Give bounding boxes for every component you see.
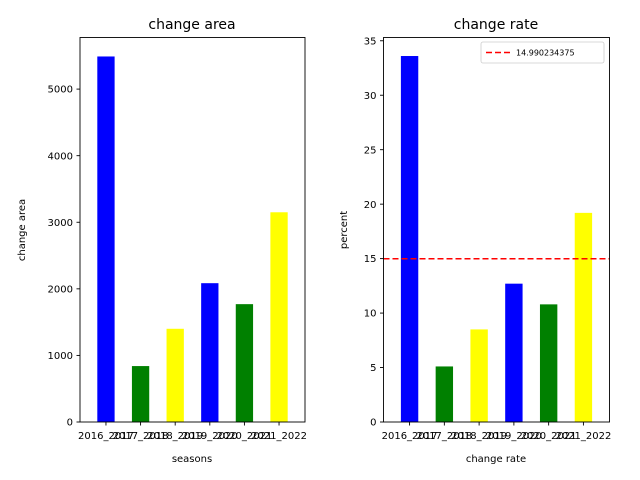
y-tick-label: 20 [364,200,377,211]
axes-frame [383,37,610,423]
y-tick-label: 5 [370,363,376,374]
y-tick-label: 30 [364,91,377,102]
y-tick-label: 0 [370,418,376,429]
y-tick-label: 1000 [48,351,73,362]
x-tick-label: 2021_2022 [555,431,611,442]
y-tick-label: 25 [364,145,377,156]
y-ticks: 0 1000 2000 3000 4000 5000 [48,85,80,429]
legend: 14.990234375 [480,41,605,64]
chart-title: change area [148,17,235,33]
x-tick-label: 2019_2020 [486,431,542,442]
bar-2019_2020 [505,283,523,422]
y-tick-label: 10 [364,309,377,320]
x-ticks: 2016_20172017_20182018_20192019_20202020… [78,422,307,442]
x-tick-label: 2018_2019 [451,431,507,442]
bar-2016_2017 [400,56,419,422]
x-tick-label: 2016_2017 [382,431,438,442]
x-axis-label: change rate [466,454,526,465]
bar-2020_2021 [235,304,254,422]
legend-box [480,41,605,64]
legend-label: 14.990234375 [516,49,575,58]
bar-group [97,56,288,423]
bar-2016_2017 [97,56,115,423]
x-axis-label: seasons [172,454,212,465]
x-tick-label: 2021_2022 [251,431,307,442]
bar-2021_2022 [574,212,593,422]
y-tick-label: 0 [67,418,73,429]
y-tick-label: 15 [364,254,377,265]
x-tick-label: 2017_2018 [416,431,472,442]
x-ticks: 2016_20172017_20182018_20192019_20202020… [382,422,611,442]
bar-2018_2019 [166,328,184,422]
y-tick-label: 3000 [48,218,73,229]
y-axis-label: percent [339,211,350,249]
chart-change-area: change area 0 1000 2000 3000 4000 5000 2016_2… [17,17,307,465]
bar-2017_2018 [435,366,454,422]
chart-change-rate: change rate 0 5 10 15 20 25 30 35 2016_20172017… [339,17,611,465]
y-tick-label: 5000 [48,85,73,96]
x-tick-label: 2018_2019 [147,431,203,442]
bar-group [400,56,593,422]
bar-2021_2022 [270,212,288,422]
bar-2020_2021 [539,304,558,422]
y-tick-label: 4000 [48,151,73,162]
y-tick-label: 2000 [48,284,73,295]
x-tick-label: 2016_2017 [78,431,134,442]
x-tick-label: 2020_2021 [216,431,272,442]
axes-frame [79,37,306,423]
chart-title: change rate [454,17,538,33]
bar-2018_2019 [470,329,488,422]
y-ticks: 0 5 10 15 20 25 30 35 [364,36,384,429]
bar-2017_2018 [131,366,150,422]
x-tick-label: 2017_2018 [113,431,169,442]
y-tick-label: 35 [364,36,377,47]
bar-2019_2020 [201,283,219,422]
y-axis-label: change area [17,199,28,261]
x-tick-label: 2019_2020 [182,431,238,442]
x-tick-label: 2020_2021 [521,431,577,442]
